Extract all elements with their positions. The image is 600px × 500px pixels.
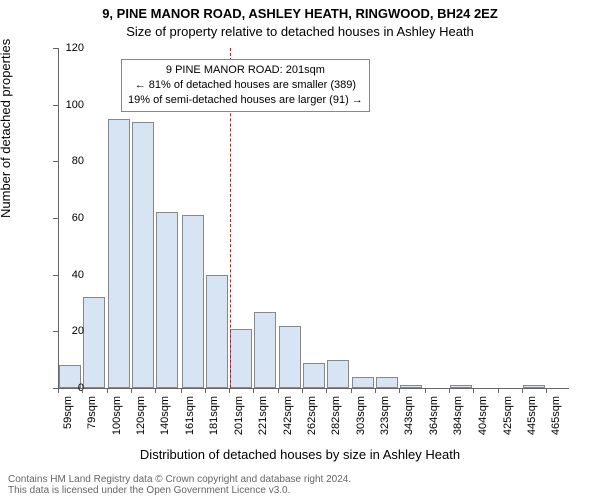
footer-line-1: Contains HM Land Registry data © Crown c… (8, 474, 592, 485)
x-tick-mark (107, 388, 108, 393)
annotation-line: 19% of semi-detached houses are larger (… (128, 93, 363, 108)
x-tick-label: 181sqm (209, 396, 221, 435)
histogram-bar (83, 297, 105, 388)
y-tick-mark (53, 331, 58, 332)
histogram-bar (327, 360, 349, 388)
chart-subtitle: Size of property relative to detached ho… (0, 24, 600, 39)
x-tick-mark (399, 388, 400, 393)
x-tick-mark (498, 388, 499, 393)
x-tick-label: 384sqm (453, 396, 465, 435)
x-tick-mark (131, 388, 132, 393)
histogram-bar (182, 215, 204, 388)
x-tick-label: 140sqm (159, 396, 171, 435)
x-tick-label: 262sqm (306, 396, 318, 435)
x-tick-label: 161sqm (185, 396, 197, 435)
y-tick-label: 100 (54, 99, 84, 111)
y-tick-label: 20 (54, 325, 84, 337)
x-tick-label: 465sqm (550, 396, 562, 435)
x-tick-mark (253, 388, 254, 393)
x-tick-label: 364sqm (429, 396, 441, 435)
x-tick-label: 303sqm (355, 396, 367, 435)
histogram-bar (206, 275, 228, 388)
x-tick-label: 445sqm (526, 396, 538, 435)
y-tick-label: 120 (54, 42, 84, 54)
x-tick-mark (546, 388, 547, 393)
y-tick-label: 80 (54, 155, 84, 167)
x-tick-mark (473, 388, 474, 393)
x-tick-label: 282sqm (330, 396, 342, 435)
x-tick-mark (375, 388, 376, 393)
y-axis-label: Number of detached properties (0, 39, 13, 218)
x-tick-label: 120sqm (135, 396, 147, 435)
y-tick-label: 60 (54, 212, 84, 224)
x-tick-mark (425, 388, 426, 393)
x-tick-label: 242sqm (282, 396, 294, 435)
x-tick-mark (351, 388, 352, 393)
x-tick-mark (278, 388, 279, 393)
chart-title: 9, PINE MANOR ROAD, ASHLEY HEATH, RINGWO… (0, 6, 600, 21)
histogram-bar (132, 122, 154, 388)
x-tick-mark (326, 388, 327, 393)
x-tick-mark (155, 388, 156, 393)
x-tick-label: 343sqm (403, 396, 415, 435)
y-tick-label: 40 (54, 269, 84, 281)
x-tick-mark (522, 388, 523, 393)
footer: Contains HM Land Registry data © Crown c… (8, 474, 592, 496)
histogram-bar (352, 377, 374, 388)
x-tick-mark (181, 388, 182, 393)
y-tick-mark (53, 105, 58, 106)
x-tick-mark (82, 388, 83, 393)
x-tick-label: 59sqm (62, 396, 74, 429)
x-tick-mark (205, 388, 206, 393)
histogram-bar (376, 377, 398, 388)
footer-line-2: This data is licensed under the Open Gov… (8, 485, 592, 496)
plot-area: 9 PINE MANOR ROAD: 201sqm← 81% of detach… (58, 48, 569, 389)
x-tick-label: 79sqm (86, 396, 98, 429)
chart-container: 9, PINE MANOR ROAD, ASHLEY HEATH, RINGWO… (0, 0, 600, 500)
annotation-line: ← 81% of detached houses are smaller (38… (128, 78, 363, 93)
y-tick-mark (53, 218, 58, 219)
x-tick-label: 425sqm (502, 396, 514, 435)
x-tick-label: 323sqm (379, 396, 391, 435)
x-tick-label: 201sqm (233, 396, 245, 435)
histogram-bar (450, 385, 472, 388)
y-tick-mark (53, 48, 58, 49)
x-tick-mark (58, 388, 59, 393)
x-tick-mark (449, 388, 450, 393)
x-axis-label: Distribution of detached houses by size … (0, 447, 600, 462)
histogram-bar (400, 385, 422, 388)
y-tick-mark (53, 275, 58, 276)
annotation-box: 9 PINE MANOR ROAD: 201sqm← 81% of detach… (121, 59, 370, 112)
histogram-bar (523, 385, 545, 388)
x-tick-mark (302, 388, 303, 393)
histogram-bar (254, 312, 276, 389)
histogram-bar (230, 329, 252, 389)
x-tick-label: 404sqm (477, 396, 489, 435)
histogram-bar (156, 212, 178, 388)
annotation-line: 9 PINE MANOR ROAD: 201sqm (128, 63, 363, 78)
x-tick-label: 221sqm (257, 396, 269, 435)
x-tick-mark (229, 388, 230, 393)
histogram-bar (279, 326, 301, 388)
x-tick-label: 100sqm (111, 396, 123, 435)
histogram-bar (303, 363, 325, 389)
y-tick-mark (53, 161, 58, 162)
histogram-bar (108, 119, 130, 388)
